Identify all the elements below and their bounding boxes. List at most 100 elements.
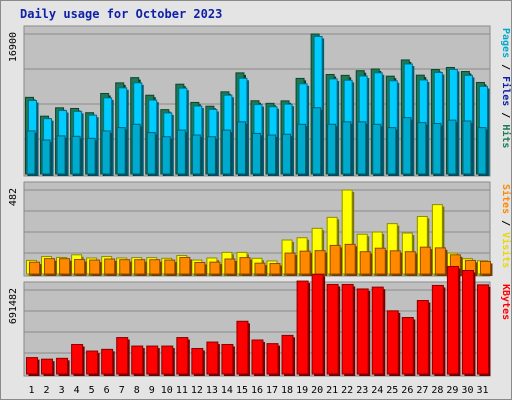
bar-sites-day-25 (389, 250, 401, 275)
bar-kbytes-day-6 (101, 348, 114, 375)
bar-kbytes-day-4 (71, 343, 84, 375)
legend-label: / (500, 106, 511, 124)
day-label-19: 19 (296, 385, 308, 396)
series-legend: KBytes (500, 284, 511, 320)
bar-sites-day-23 (359, 251, 371, 275)
day-label-11: 11 (176, 385, 188, 396)
legend-label: Visits (500, 232, 512, 268)
bar-kbytes-day-27 (416, 300, 429, 375)
panel-bottom: 691482 KBytes (8, 265, 511, 377)
bar-pages-day-5 (86, 137, 96, 175)
bar-pages-day-23 (357, 121, 367, 175)
bar-kbytes-day-21 (326, 283, 339, 375)
series-kbytes (26, 265, 491, 376)
day-label-17: 17 (266, 385, 278, 396)
bar-sites-day-4 (74, 259, 86, 275)
bar-pages-day-15 (236, 121, 246, 175)
day-label-30: 30 (461, 385, 473, 396)
day-label-25: 25 (386, 385, 398, 396)
bar-sites-day-8 (134, 259, 146, 275)
bar-pages-day-19 (297, 123, 307, 175)
bar-kbytes-day-26 (401, 317, 414, 375)
bar-pages-day-7 (116, 127, 126, 175)
x-axis-labels: 1 2 3 4 5 6 7 8 9 10 11 12 13 14 15 16 17 18 19 20 21 22 23 24 2… (29, 385, 489, 396)
day-label-4: 4 (74, 385, 80, 396)
day-label-13: 13 (206, 385, 218, 396)
bar-sites-day-9 (149, 259, 161, 275)
day-label-2: 2 (44, 385, 50, 396)
bar-pages-day-14 (221, 129, 231, 175)
bar-sites-day-24 (374, 247, 386, 275)
series-legend: Sites / Visits (500, 184, 512, 268)
bar-kbytes-day-12 (191, 347, 204, 375)
bar-pages-day-4 (71, 135, 81, 175)
bar-kbytes-day-5 (86, 350, 99, 375)
day-label-9: 9 (149, 385, 155, 396)
bar-kbytes-day-29 (446, 265, 459, 375)
bar-pages-day-1 (26, 130, 36, 175)
day-label-15: 15 (236, 385, 248, 396)
bar-sites-day-15 (239, 257, 251, 275)
legend-label: / (500, 58, 511, 76)
bar-kbytes-day-18 (281, 334, 294, 375)
bar-pages-day-11 (176, 129, 186, 175)
bar-kbytes-day-2 (41, 358, 54, 375)
bar-sites-day-31 (479, 260, 491, 275)
bar-kbytes-day-1 (26, 357, 38, 375)
bar-pages-day-2 (41, 139, 51, 175)
legend-label: KBytes (500, 284, 511, 320)
bar-pages-day-10 (161, 136, 171, 175)
day-label-28: 28 (431, 385, 443, 396)
bar-sites-day-28 (434, 247, 446, 275)
legend-label: Pages (500, 28, 511, 58)
bar-sites-day-27 (419, 246, 431, 275)
bar-kbytes-day-20 (311, 273, 324, 375)
bar-kbytes-day-10 (161, 345, 174, 375)
bar-kbytes-day-22 (341, 283, 354, 375)
bar-sites-day-10 (164, 259, 176, 275)
bar-kbytes-day-8 (131, 345, 144, 375)
bar-sites-day-19 (299, 250, 311, 275)
bar-sites-day-7 (119, 259, 131, 275)
day-label-26: 26 (401, 385, 413, 396)
bar-kbytes-day-31 (476, 284, 489, 375)
series-pages (26, 107, 488, 176)
day-label-23: 23 (356, 385, 368, 396)
series-legend: Pages / Files / Hits (500, 28, 512, 148)
bar-pages-day-22 (342, 121, 352, 175)
day-label-16: 16 (251, 385, 263, 396)
bar-sites-day-1 (29, 261, 40, 275)
series-sites (29, 243, 493, 276)
bar-pages-day-17 (267, 134, 277, 175)
day-label-10: 10 (161, 385, 173, 396)
bar-kbytes-day-11 (176, 337, 189, 375)
day-label-18: 18 (281, 385, 293, 396)
ymax-label: 691482 (8, 288, 19, 324)
bar-pages-day-9 (146, 132, 156, 175)
bar-pages-day-20 (312, 107, 322, 175)
day-label-31: 31 (476, 385, 488, 396)
bar-sites-day-5 (89, 259, 101, 275)
day-label-14: 14 (221, 385, 233, 396)
bar-kbytes-day-24 (371, 286, 384, 375)
bar-sites-day-18 (284, 252, 296, 275)
bar-kbytes-day-14 (221, 343, 234, 375)
panel-top: 16900 Pages / Files / Hits (8, 25, 512, 177)
bar-pages-day-8 (131, 123, 141, 175)
legend-label: Files (500, 76, 512, 106)
bar-sites-day-17 (269, 263, 281, 275)
bar-pages-day-24 (372, 123, 382, 175)
day-label-22: 22 (341, 385, 353, 396)
bar-sites-day-11 (179, 256, 191, 275)
bar-sites-day-22 (344, 243, 356, 275)
bar-sites-day-16 (254, 262, 266, 275)
day-label-21: 21 (326, 385, 338, 396)
bar-pages-day-27 (417, 122, 427, 175)
chart-title: Daily usage for October 2023 (20, 7, 223, 21)
bar-kbytes-day-28 (431, 284, 444, 375)
bar-sites-day-13 (209, 261, 221, 275)
bar-pages-day-16 (251, 132, 261, 175)
bar-sites-day-3 (59, 258, 71, 275)
bar-pages-day-30 (462, 120, 472, 175)
